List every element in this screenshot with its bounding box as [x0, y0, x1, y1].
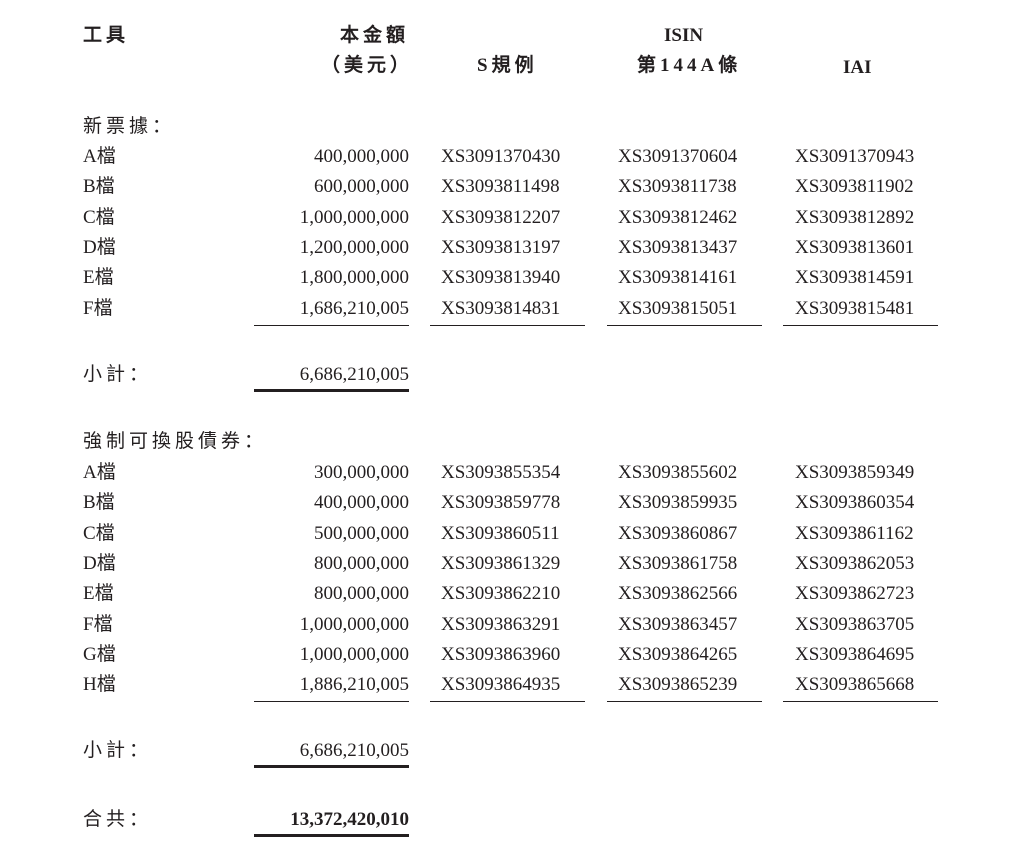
principal-amount: 1,000,000,000	[299, 614, 409, 635]
isin-reg-s: XS3093811498	[441, 176, 560, 197]
isin-reg-s: XS3093859778	[441, 492, 561, 513]
isin-reg-s: XS3093860511	[441, 523, 560, 544]
isin-reg-s: XS3093863291	[441, 614, 561, 635]
144a-underline	[607, 325, 762, 326]
isin-iai: XS3093860354	[795, 492, 915, 513]
isin-iai: XS3093812892	[795, 207, 915, 228]
isin-144a: XS3093814161	[618, 267, 738, 288]
isin-reg-s: XS3093864935	[441, 674, 561, 695]
header-iai: IAI	[843, 57, 872, 78]
isin-144a: XS3093811738	[618, 176, 737, 197]
header-isin: ISIN	[664, 25, 704, 46]
principal-amount: 1,000,000,000	[299, 207, 409, 228]
header-instrument: 工具	[83, 25, 130, 46]
isin-reg-s: XS3093813197	[441, 237, 561, 258]
principal-amount: 800,000,000	[314, 553, 409, 574]
principal-amount: 600,000,000	[314, 176, 409, 197]
isin-reg-s: XS3093813940	[441, 267, 561, 288]
isin-iai: XS3093859349	[795, 462, 915, 483]
reg-s-underline	[430, 701, 585, 702]
subtotal-label: 小計：	[83, 740, 153, 761]
isin-reg-s: XS3093814831	[441, 298, 561, 319]
isin-144a: XS3093863457	[618, 614, 738, 635]
isin-144a: XS3093860867	[618, 523, 738, 544]
tranche-label: G檔	[83, 644, 116, 665]
principal-amount: 400,000,000	[314, 492, 409, 513]
isin-iai: XS3093862723	[795, 583, 915, 604]
tranche-label: B檔	[83, 176, 115, 197]
principal-amount: 500,000,000	[314, 523, 409, 544]
iai-underline	[783, 325, 938, 326]
total-label: 合共：	[83, 809, 153, 830]
isin-reg-s: XS3093855354	[441, 462, 561, 483]
isin-reg-s: XS3093812207	[441, 207, 561, 228]
isin-reg-s: XS3093862210	[441, 583, 561, 604]
principal-amount: 300,000,000	[314, 462, 409, 483]
section-title: 強制可換股債券：	[83, 431, 268, 452]
isin-iai: XS3093815481	[795, 298, 915, 319]
header-principal-currency: （美元）	[320, 55, 413, 76]
principal-amount: 400,000,000	[314, 146, 409, 167]
principal-amount: 1,000,000,000	[299, 644, 409, 665]
header-principal: 本金額	[339, 25, 409, 46]
principal-amount: 1,200,000,000	[299, 237, 409, 258]
total-amount: 13,372,420,010	[290, 809, 409, 830]
isin-144a: XS3093864265	[618, 644, 738, 665]
tranche-label: A檔	[83, 146, 116, 167]
tranche-label: D檔	[83, 553, 116, 574]
tranche-label: C檔	[83, 207, 115, 228]
section-title: 新票據：	[83, 116, 176, 137]
isin-144a: XS3093813437	[618, 237, 738, 258]
isin-144a: XS3093865239	[618, 674, 738, 695]
isin-144a: XS3093862566	[618, 583, 738, 604]
principal-amount: 1,686,210,005	[299, 298, 409, 319]
reg-s-underline	[430, 325, 585, 326]
iai-underline	[783, 701, 938, 702]
header-144a: 第144A條	[637, 55, 742, 76]
subtotal-underline	[254, 389, 409, 392]
isin-iai: XS3093865668	[795, 674, 915, 695]
isin-iai: XS3093811902	[795, 176, 914, 197]
subtotal-amount: 6,686,210,005	[299, 364, 409, 385]
isin-144a: XS3093861758	[618, 553, 738, 574]
isin-144a: XS3093812462	[618, 207, 738, 228]
isin-iai: XS3093864695	[795, 644, 915, 665]
total-underline	[254, 834, 409, 837]
principal-amount: 1,886,210,005	[299, 674, 409, 695]
tranche-label: C檔	[83, 523, 115, 544]
tranche-label: H檔	[83, 674, 116, 695]
144a-underline	[607, 701, 762, 702]
isin-144a: XS3093815051	[618, 298, 738, 319]
header-reg-s: S規例	[477, 55, 538, 76]
isin-iai: XS3091370943	[795, 146, 915, 167]
isin-144a: XS3093855602	[618, 462, 738, 483]
subtotal-amount: 6,686,210,005	[299, 740, 409, 761]
tranche-label: E檔	[83, 267, 114, 288]
isin-reg-s: XS3091370430	[441, 146, 561, 167]
tranche-label: D檔	[83, 237, 116, 258]
tranche-label: A檔	[83, 462, 116, 483]
isin-iai: XS3093861162	[795, 523, 914, 544]
isin-iai: XS3093813601	[795, 237, 915, 258]
isin-reg-s: XS3093863960	[441, 644, 561, 665]
isin-144a: XS3093859935	[618, 492, 738, 513]
amount-underline	[254, 701, 409, 702]
tranche-label: F檔	[83, 298, 113, 319]
subtotal-label: 小計：	[83, 364, 153, 385]
subtotal-underline	[254, 765, 409, 768]
tranche-label: E檔	[83, 583, 114, 604]
principal-amount: 1,800,000,000	[299, 267, 409, 288]
tranche-label: B檔	[83, 492, 115, 513]
tranche-label: F檔	[83, 614, 113, 635]
isin-reg-s: XS3093861329	[441, 553, 561, 574]
isin-144a: XS3091370604	[618, 146, 738, 167]
isin-iai: XS3093862053	[795, 553, 915, 574]
isin-iai: XS3093863705	[795, 614, 915, 635]
isin-iai: XS3093814591	[795, 267, 915, 288]
amount-underline	[254, 325, 409, 326]
principal-amount: 800,000,000	[314, 583, 409, 604]
